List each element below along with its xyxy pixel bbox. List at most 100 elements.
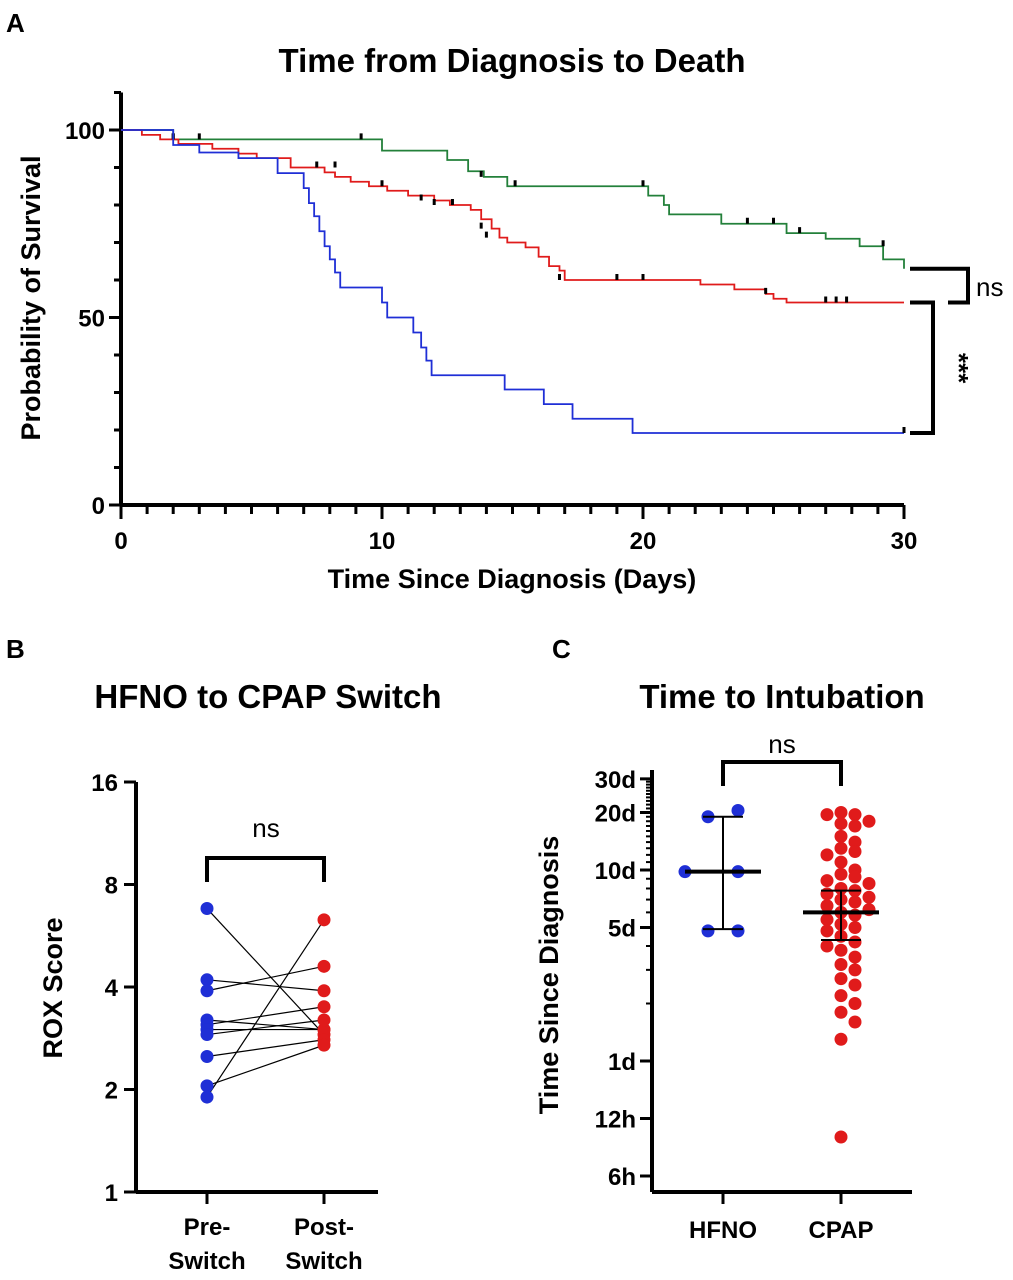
panel-c-y-tick-label: 1d [608,1049,636,1076]
cpap-point [834,1005,848,1019]
cpap-point [834,989,848,1003]
cpap-point [820,808,834,822]
cpap-point [848,1015,862,1029]
panel-a-ns-label: ns [976,272,1003,302]
panel-c-y-tick-label: 12h [595,1106,636,1133]
post-switch-point [317,1000,331,1014]
post-switch-point [317,1013,331,1027]
panel-a-letter: A [6,8,25,38]
cpap-point [834,1032,848,1046]
panel-c-y-axis-label: Time Since Diagnosis [534,836,564,1115]
pair-line [206,965,325,992]
panel-b-y-tick-label: 1 [105,1180,118,1207]
cpap-point [834,943,848,957]
cpap-point [834,841,848,855]
panel-b-x-tick-label: Post- [294,1214,354,1241]
pair-line [206,979,325,992]
hfno-point [731,803,745,817]
pair-line [206,919,325,1098]
cpap-point [848,978,862,992]
cpap-point [848,997,862,1011]
cpap-point [848,920,862,934]
panel-a-significance-label: *** [944,353,974,384]
pre-switch-point [200,902,214,916]
pre-switch-point [200,1050,214,1064]
hfno-point [731,924,745,938]
pre-switch-point [200,1090,214,1104]
panel-c-title: Time to Intubation [639,678,924,715]
panel-a-y-axis-label: Probability of Survival [16,155,46,440]
panel-a-x-tick-label: 20 [630,528,657,555]
cpap-point [848,935,862,949]
panel-b-plot: 1 2 4 8 16 Pre- Switch Post- Switch [91,770,378,1275]
cpap-point [862,814,876,828]
cpap-point [848,819,862,833]
cpap-point [834,829,848,843]
cpap-point [834,817,848,831]
panel-c-plot: 6h 12h 1d 5d 10d 20d 30d HFNO CPAP [595,760,912,1244]
panel-a-x-tick-label: 10 [369,528,396,555]
post-switch-point [317,913,331,927]
pre-switch-point [200,1028,214,1042]
cpap-point [834,958,848,972]
cpap-point [848,844,862,858]
cpap-point [820,874,834,888]
panel-a-significance-bracket [910,300,935,435]
panel-c-y-tick-label: 10d [595,858,636,885]
panel-b-y-axis-label: ROX Score [38,917,68,1058]
pair-line [206,1039,325,1058]
survival-curve-red [121,129,904,304]
panel-a-y-tick-label: 100 [65,118,105,145]
hfno-point [701,924,715,938]
cpap-point [820,913,834,927]
cpap-point [834,972,848,986]
pair-line [206,1044,325,1087]
cpap-point [848,895,862,909]
cpap-point [820,899,834,913]
panel-b-x-tick-label: Switch [285,1248,362,1275]
panel-a-y-tick-label: 0 [92,493,105,520]
panel-b-title: HFNO to CPAP Switch [94,678,441,715]
panel-c-y-tick-label: 30d [595,767,636,794]
cpap-point [862,890,876,904]
post-switch-point [317,959,331,973]
pre-switch-point [200,984,214,998]
cpap-point [820,939,834,953]
panel-c-y-tick-label: 20d [595,801,636,828]
panel-c-ns-bracket [721,760,843,786]
cpap-point [820,848,834,862]
pair-line [206,1019,325,1036]
cpap-point [848,870,862,884]
panel-c-y-tick-label: 5d [608,915,636,942]
post-switch-point [317,984,331,998]
panel-c-x-tick-label: CPAP [809,1217,874,1244]
panel-b-y-tick-label: 2 [105,1078,118,1105]
panel-b-y-tick-label: 4 [105,975,119,1002]
panel-a-title: Time from Diagnosis to Death [279,42,746,79]
panel-a-plot: 0 50 100 0 10 20 30 [65,91,970,555]
cpap-point [862,876,876,890]
cpap-point [848,963,862,977]
cpap-point [848,808,862,822]
panel-a-y-tick-label: 50 [78,306,105,333]
cpap-point [820,924,834,938]
panel-c-y-tick-label: 6h [608,1164,636,1191]
panel-c-letter: C [552,634,571,664]
panel-a-x-tick-label: 0 [114,528,127,555]
post-switch-point [317,1023,331,1037]
cpap-point [848,835,862,849]
survival-curve-green [121,129,905,269]
panel-a-ns-bracket [910,266,970,305]
pair-line [206,908,325,1035]
cpap-point [834,855,848,869]
panel-b-y-tick-label: 8 [105,873,118,900]
post-switch-point [317,1038,331,1052]
panel-c-ns-label: ns [768,729,795,759]
panel-b-x-tick-label: Switch [168,1248,245,1275]
cpap-point [834,1130,848,1144]
panel-b-ns-bracket [205,856,326,882]
cpap-point [848,950,862,964]
cpap-point [834,867,848,881]
pair-line [206,1006,325,1026]
